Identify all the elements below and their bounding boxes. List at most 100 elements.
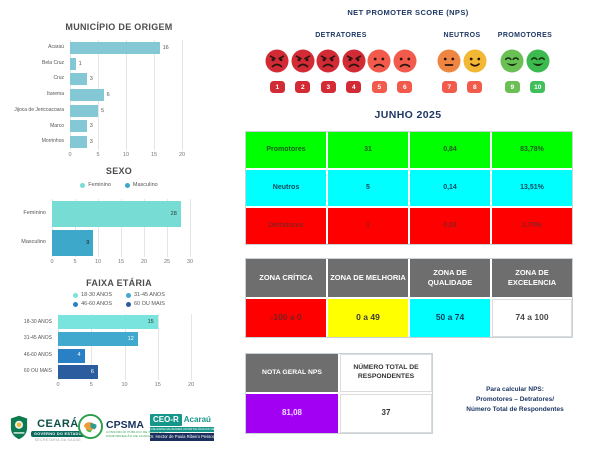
gridline (98, 199, 99, 257)
legend-swatch (73, 292, 79, 298)
legend-swatch (80, 182, 86, 188)
badges-row: 9 10 (492, 81, 558, 93)
gridline (182, 40, 183, 150)
axis-tick-label: 0 (56, 382, 60, 389)
score-badge: 9 (504, 81, 520, 93)
ceor-logo-name: CEO-R (150, 414, 182, 426)
junho-table-cell: 31 (328, 132, 408, 168)
nps-note-line: Promotores – Detratores/ (475, 396, 555, 404)
gridline (167, 199, 168, 257)
junho-table-cell: 83,78% (492, 132, 572, 168)
nps-group-promotores: PROMOTORES 9 10 (492, 32, 558, 93)
zone-header-cell: ZONA CRÍTICA (246, 259, 326, 297)
value-label: 28 (170, 210, 177, 217)
month-title: JUNHO 2025 (374, 109, 442, 121)
gridline (121, 199, 122, 257)
junho-table-cell: Promotores (246, 132, 326, 168)
axis-tick-label: 10 (94, 259, 102, 265)
junho-results-table: Promotores 31 0,84 83,78% Neutros 5 0,14 13,51%… (245, 131, 573, 245)
category-label: Cruz (53, 75, 64, 82)
category-label: 60 OU MAIS (23, 368, 52, 375)
axis-tick-label: 0 (50, 259, 54, 265)
category-label: Feminino (23, 210, 46, 217)
axis-tick-label: 10 (121, 382, 128, 389)
value-label: 16 (162, 44, 169, 51)
category-label: Masculino (21, 239, 46, 246)
legend-item: 31-45 ANOS (126, 292, 165, 298)
category-label: Itarema (47, 91, 64, 98)
axis-tick-label: 20 (187, 382, 195, 389)
junho-table-cell: 1 (328, 208, 408, 244)
value-label: 15 (147, 319, 154, 326)
category-label: Marco (50, 122, 64, 129)
badge-slot: 8 (463, 81, 487, 93)
value-label: 9 (86, 239, 90, 246)
score-badge: 2 (295, 81, 311, 93)
badge-slot: 1 (265, 81, 289, 93)
chart-faixa-etaria: FAIXA ETÁRIA 18-30 ANOS 31-45 ANOS 46-60 A… (8, 278, 230, 392)
value-label: 6 (90, 369, 94, 376)
cpsma-logo-line2: MICRORREGIÃO DE ACARAÚ (106, 434, 153, 439)
nps-note-line: Para calcular NPS: (486, 386, 544, 393)
bar (58, 331, 138, 346)
junho-table-cell: 0,14 (410, 170, 490, 206)
value-label: 5 (101, 107, 105, 114)
legend-label: 60 OU MAIS (134, 301, 165, 307)
ceara-logo-name: CEARÁ (37, 417, 79, 430)
score-badge: 8 (467, 81, 483, 93)
legend-swatch (126, 292, 131, 298)
legend-item: Feminino (80, 182, 111, 188)
gridline (144, 199, 145, 257)
gridline (75, 199, 76, 257)
cpsma-logo-line1: CONSÓRCIO PÚBLICO DE SAÚDE DA (106, 430, 166, 435)
chart-legend-faixa: 18-30 ANOS 31-45 ANOS 46-60 ANOS 60 OU MAIS (54, 292, 184, 307)
group-label-promotores: PROMOTORES (497, 32, 553, 39)
chart-plot-sexo: 28 9 (52, 199, 191, 257)
ceor-logo-suffix: Acaraú (183, 415, 211, 425)
zone-header-cell: ZONA DE MELHORIA (328, 259, 408, 297)
value-label: 6 (106, 91, 110, 98)
bar (70, 104, 98, 117)
legend-swatch (124, 182, 130, 188)
bar (70, 120, 87, 133)
gridline (157, 314, 159, 381)
badge-slot: 6 (393, 81, 417, 93)
value-label: 3 (89, 76, 93, 83)
axis-tick-label: 10 (122, 151, 130, 158)
junho-table-cell: Neutros (246, 170, 326, 206)
legend-label: 18-30 ANOS (81, 292, 112, 298)
chart-title-municipio: MUNICÍPIO DE ORIGEM (65, 22, 173, 32)
badge-slot: 4 (342, 81, 366, 93)
value-label: 3 (89, 139, 93, 146)
axis-tick-label: 15 (150, 151, 158, 158)
score-badge: 10 (530, 81, 546, 93)
value-label: 3 (89, 123, 93, 130)
zone-header-cell: ZONA DE QUALIDADE (410, 259, 490, 297)
nps-calculation-note: Para calcular NPS: Promotores – Detratore… (430, 385, 600, 415)
nps-score-table: NOTA GERAL NPS NÚMERO TOTAL DE RESPONDENT… (245, 353, 433, 434)
bar (58, 315, 158, 330)
legend-swatch (73, 301, 79, 307)
legend-label: Masculino (132, 182, 158, 188)
category-label: Bela Cruz (42, 59, 64, 66)
axis-tick-label: 15 (154, 382, 161, 389)
category-label: 31-45 ANOS (23, 335, 52, 342)
zone-value-cell: 74 a 100 (492, 299, 572, 337)
axis-tick-label: 5 (89, 382, 93, 389)
junho-table-cell: 0,03 (410, 208, 490, 244)
gridline (52, 199, 53, 257)
junho-table-cell: Detratores (246, 208, 326, 244)
face-happy-icon (526, 49, 550, 73)
zone-value-cell: 50 a 74 (410, 299, 490, 337)
junho-table-cell: 13,51% (492, 170, 572, 206)
badge-slot: 9 (500, 81, 524, 93)
face-angry-icon (291, 49, 315, 73)
score-badge: 3 (320, 81, 336, 93)
chart-title-faixa: FAIXA ETÁRIA (86, 278, 152, 288)
face-angry-icon (342, 49, 366, 73)
chart-plot-faixa: 15 12 4 6 (58, 314, 192, 381)
